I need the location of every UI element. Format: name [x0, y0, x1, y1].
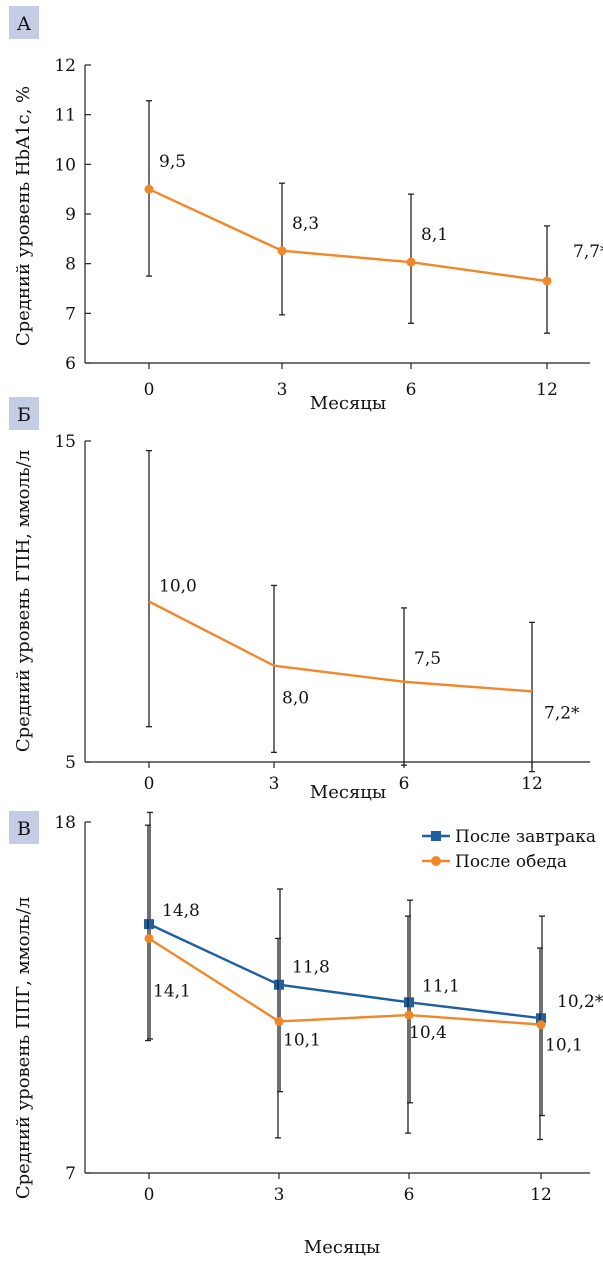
- data-label: 14,8: [162, 901, 200, 921]
- data-label: 10,0: [159, 577, 197, 597]
- series-line: [148, 923, 542, 1020]
- x-tick-label: 6: [399, 774, 410, 794]
- data-point: [144, 184, 154, 194]
- legend-label-breakfast: После завтрака: [455, 827, 596, 847]
- panel-a-chart: А Средний уровень HbA1c, % 6 7 8 9 10 11 12 0 3 6…: [9, 6, 603, 414]
- panel-a-x-axis-title: Месяцы: [310, 393, 386, 414]
- data-label: 14,1: [153, 981, 191, 1001]
- x-tick-label: 0: [144, 774, 155, 794]
- data-label: 8,1: [421, 225, 448, 245]
- series-line: [148, 188, 548, 283]
- data-label: 11,8: [292, 958, 330, 978]
- x-tick-label: 3: [277, 380, 288, 400]
- data-label: 7,5: [414, 649, 441, 669]
- data-label: 8,0: [282, 689, 309, 709]
- data-label: 7,7*: [573, 242, 603, 262]
- x-tick-label: 12: [536, 380, 558, 400]
- y-tick-label: 18: [54, 813, 76, 833]
- series-line: [148, 937, 542, 1026]
- legend-swatch-marker-breakfast: [431, 831, 441, 841]
- y-tick-label: 11: [54, 106, 76, 126]
- y-tick-label: 10: [54, 155, 76, 175]
- data-point: [144, 933, 154, 943]
- panel-a-tag: А: [17, 13, 32, 35]
- panel-b-chart: Б Средний уровень ГПН, ммоль/л Месяцы 5 1…: [9, 397, 590, 803]
- data-point: [406, 257, 416, 267]
- data-point: [277, 246, 287, 256]
- y-tick-label: 5: [65, 753, 76, 773]
- data-label: 10,4: [409, 1023, 447, 1043]
- y-tick-label: 7: [65, 1164, 76, 1184]
- y-tick-label: 12: [54, 56, 76, 76]
- y-tick-label: 15: [54, 432, 76, 452]
- data-label: 10,2*: [557, 992, 603, 1012]
- data-point: [274, 1016, 284, 1026]
- x-tick-label: 6: [406, 380, 417, 400]
- panel-c-tag: В: [17, 818, 31, 840]
- x-tick-label: 12: [521, 774, 543, 794]
- x-tick-label: 0: [144, 1185, 155, 1205]
- panel-b-tag: Б: [17, 404, 31, 426]
- data-point: [536, 1013, 546, 1024]
- data-label: 7,2*: [544, 703, 580, 723]
- legend-swatch-marker-lunch: [431, 856, 441, 866]
- x-tick-label: 3: [269, 774, 280, 794]
- data-point: [542, 276, 552, 286]
- panel-b-x-axis-title: Месяцы: [310, 782, 386, 803]
- data-label: 9,5: [159, 152, 186, 172]
- series-line: [148, 600, 533, 693]
- x-tick-label: 6: [404, 1185, 415, 1205]
- panel-c-tag-bg: [9, 811, 39, 844]
- panel-a-tag-bg: [9, 6, 39, 39]
- y-tick-label: 8: [65, 255, 76, 275]
- panel-c-x-axis-title: Месяцы: [304, 1237, 380, 1258]
- x-tick-label: 3: [274, 1185, 285, 1205]
- data-point: [536, 1020, 546, 1030]
- panel-c-legend: После завтрака После обеда: [422, 827, 596, 872]
- panel-c-chart: В Средний уровень ППГ, ммоль/л Месяцы По…: [9, 811, 603, 1258]
- y-tick-label: 6: [65, 354, 76, 374]
- legend-label-lunch: После обеда: [455, 852, 567, 872]
- data-point: [274, 979, 284, 990]
- panel-b-y-axis-title: Средний уровень ГПН, ммоль/л: [13, 450, 34, 752]
- data-label: 10,1: [545, 1036, 583, 1056]
- data-point: [144, 919, 154, 930]
- data-label: 10,1: [283, 1030, 321, 1050]
- y-tick-label: 7: [65, 304, 76, 324]
- data-label: 8,3: [292, 214, 319, 234]
- x-tick-label: 12: [530, 1185, 552, 1205]
- data-label: 11,1: [422, 976, 460, 996]
- x-tick-label: 0: [144, 380, 155, 400]
- panel-a-y-axis-title: Средний уровень HbA1c, %: [13, 86, 34, 346]
- data-point: [404, 997, 414, 1008]
- y-tick-label: 9: [65, 205, 76, 225]
- data-point: [404, 1010, 414, 1020]
- panel-b-tag-bg: [9, 397, 39, 430]
- panel-c-y-axis-title: Средний уровень ППГ, ммоль/л: [13, 897, 34, 1199]
